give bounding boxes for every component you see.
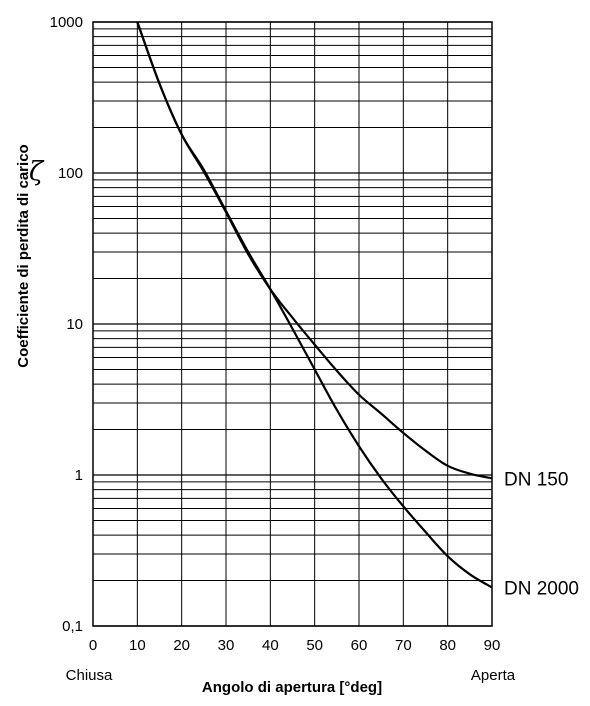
series-label-dn-150: DN 150 [504, 469, 568, 490]
grid [92, 21, 493, 627]
x-tick-label: 50 [306, 637, 323, 654]
x-tick-label: 20 [173, 637, 190, 654]
series-lines: DN 150 DN 2000 [136, 21, 579, 599]
x-tick-label: 80 [439, 637, 456, 654]
axis-labels: Coefficiente di perdita di carico ζ Ango… [15, 144, 516, 696]
y-tick-labels: 0,1 1 10 100 1000 [50, 14, 83, 635]
y-tick-label: 0,1 [62, 618, 83, 635]
x-end-label-open: Aperta [471, 667, 516, 684]
y-axis-title: Coefficiente di perdita di carico [15, 144, 32, 367]
x-end-label-closed: Chiusa [66, 667, 113, 684]
y-tick-label: 1000 [50, 14, 83, 31]
plot-frame [92, 21, 493, 627]
series-line-dn-2000 [136, 21, 493, 589]
y-axis-symbol: ζ [29, 157, 45, 187]
x-tick-label: 0 [89, 637, 97, 654]
y-tick-label: 1 [75, 467, 83, 484]
x-tick-label: 40 [262, 637, 279, 654]
x-tick-label: 90 [484, 637, 501, 654]
x-axis-title: Angolo di apertura [°deg] [202, 679, 382, 696]
x-tick-label: 10 [129, 637, 146, 654]
series-label-dn-2000: DN 2000 [504, 578, 579, 599]
x-tick-label: 60 [351, 637, 368, 654]
y-tick-label: 10 [66, 316, 83, 333]
y-tick-label: 100 [58, 165, 83, 182]
x-tick-labels: 0 10 20 30 40 50 60 70 80 90 [89, 637, 501, 654]
x-tick-label: 70 [395, 637, 412, 654]
x-tick-label: 30 [218, 637, 235, 654]
